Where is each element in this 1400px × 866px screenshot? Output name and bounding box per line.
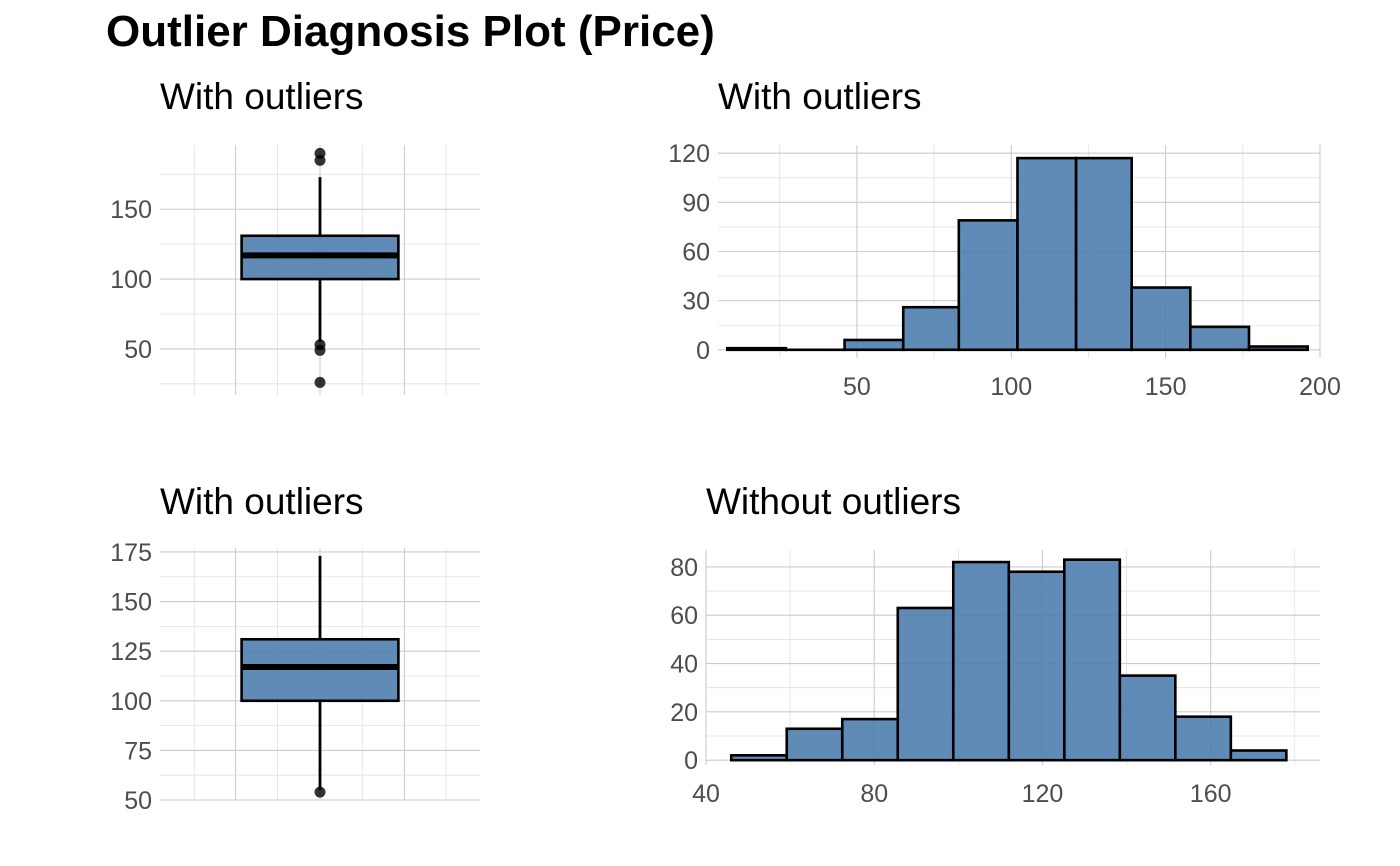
histogram-bar [901,305,961,352]
x-tick-label: 80 [860,780,888,808]
y-tick-label: 30 [682,288,710,316]
outlier-point [314,147,326,159]
x-tick-label: 50 [843,373,871,401]
histogram-bar [1074,156,1133,352]
histogram-bar [1229,749,1288,762]
x-tick-label: 150 [1145,373,1187,401]
panel-box_with: With outliers 50 100 150 [110,76,480,395]
y-tick-label: 75 [124,737,152,765]
panel-title: With outliers [160,76,364,117]
y-tick-label: 40 [670,651,698,679]
x-tick-label: 100 [990,373,1032,401]
y-tick-label: 120 [668,140,710,168]
histogram-bar [896,606,955,762]
histogram-bar [843,338,905,352]
y-tick-label: 100 [110,688,152,716]
panel-title: Without outliers [706,481,961,522]
outlier-point [314,376,326,388]
y-tick-label: 80 [670,554,698,582]
histogram-bar [1007,570,1066,762]
y-tick-label: 0 [696,337,710,365]
histogram-bar [785,727,844,762]
panel-hist_with: With outliers 50 100 150 200 0 30 60 90 120 [668,76,1341,401]
histogram-bar [725,346,788,352]
y-tick-label: 150 [110,196,152,224]
y-tick-label: 60 [682,239,710,267]
outlier-point [314,786,326,798]
histogram-bar [951,560,1011,762]
histogram-bar [1189,325,1251,352]
x-tick-label: 40 [692,780,720,808]
panel-hist_without: Without outliers 40 80 120 160 0 20 40 60 80 [670,481,1320,808]
histogram-bar [840,717,900,762]
histogram-bar [1063,558,1122,762]
y-tick-label: 60 [670,602,698,630]
histogram-bar [1016,156,1078,352]
x-tick-label: 160 [1190,780,1232,808]
x-tick-label: 200 [1299,373,1341,401]
outlier-point [314,339,326,351]
x-tick-label: 120 [1022,780,1064,808]
y-tick-label: 50 [124,336,152,364]
histogram-bar [957,219,1019,352]
histogram-bar [1174,715,1233,762]
histogram-bar [1118,674,1177,762]
y-tick-label: 175 [110,539,152,567]
y-tick-label: 20 [670,699,698,727]
y-tick-label: 100 [110,266,152,294]
histogram-bar [1247,345,1309,352]
y-tick-label: 150 [110,589,152,617]
histogram-bar [1130,286,1192,352]
panel-title: With outliers [718,76,922,117]
panel-box_without: With outliers 50 75 100 125 150 175 [110,481,480,815]
panel-title: With outliers [160,481,364,522]
y-tick-label: 0 [684,747,698,775]
panels: With outliers 50 100 150 With outliers 50 100 1… [110,76,1341,815]
y-tick-label: 125 [110,638,152,666]
y-tick-label: 50 [124,787,152,815]
main-title: Outlier Diagnosis Plot (Price) [106,7,715,56]
histogram-bar [729,754,789,762]
y-tick-label: 90 [682,189,710,217]
